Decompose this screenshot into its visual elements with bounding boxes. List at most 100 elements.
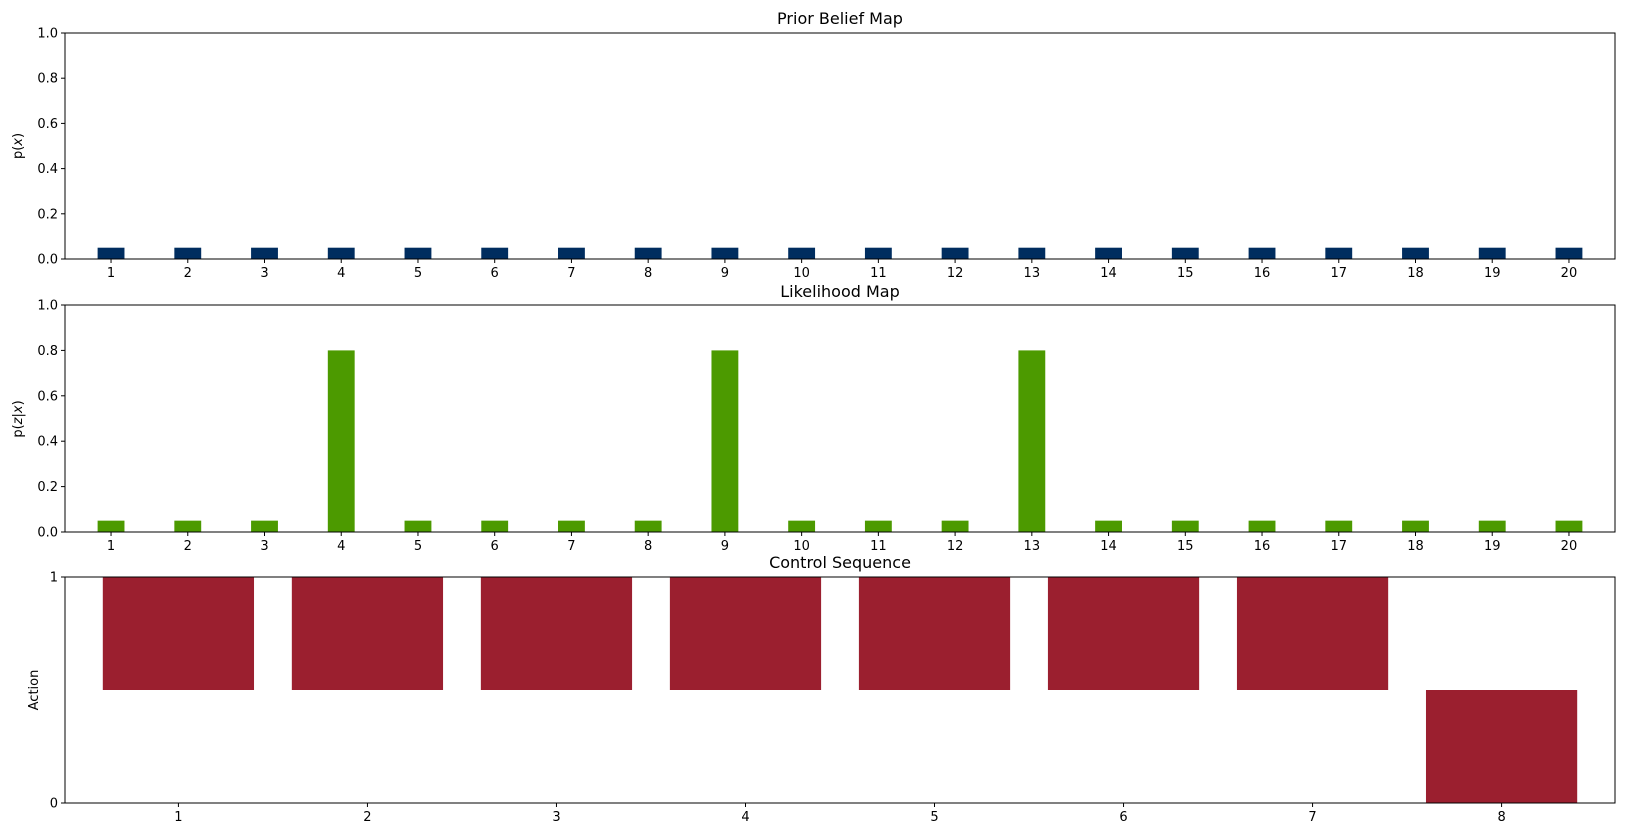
- likelihood-ytick-label-0.6: 0.6: [37, 389, 58, 404]
- likelihood-bar-4: [327, 350, 355, 532]
- likelihood-xtick-label-17: 17: [1330, 539, 1347, 554]
- likelihood-xtick-label-11: 11: [870, 539, 887, 554]
- prior-belief-xtick-label-6: 6: [491, 266, 499, 281]
- prior-belief-xtick-label-7: 7: [567, 266, 575, 281]
- prior-belief-xtick-label-10: 10: [793, 266, 810, 281]
- likelihood-xtick-label-16: 16: [1254, 539, 1271, 554]
- likelihood-xtick-label-6: 6: [491, 539, 499, 554]
- prior-belief-xtick-label-18: 18: [1407, 266, 1424, 281]
- control-sequence-xtick-label-8: 8: [1497, 810, 1505, 825]
- likelihood-xtick-label-1: 1: [107, 539, 115, 554]
- prior-belief-xtick-label-2: 2: [184, 266, 192, 281]
- likelihood-xtick-label-10: 10: [793, 539, 810, 554]
- prior-belief-yticks: 0.0 0.2 0.4 0.6 0.8 1.0: [37, 27, 65, 268]
- prior-belief-bar-6: [481, 247, 509, 259]
- likelihood-xtick-label-5: 5: [414, 539, 422, 554]
- control-sequence-xtick-label-7: 7: [1308, 810, 1316, 825]
- prior-belief-bar-5: [404, 247, 432, 259]
- prior-belief-ytick-label-0.4: 0.4: [37, 162, 58, 177]
- prior-belief-bar-1: [97, 247, 125, 259]
- control-sequence-bar-2: [291, 577, 444, 690]
- prior-belief-ytick-label-1.0: 1.0: [37, 27, 58, 42]
- control-sequence-bars: [102, 577, 1578, 803]
- likelihood-xticks: 1 2 3 4 5 6 7 8 9 10 11 12 13 14 15 16 17 18 19 20: [107, 532, 1577, 554]
- prior-belief-xtick-label-16: 16: [1254, 266, 1271, 281]
- control-sequence-xtick-label-6: 6: [1119, 810, 1127, 825]
- likelihood-ytick-label-0.8: 0.8: [37, 344, 58, 359]
- prior-belief-axes-frame: [64, 32, 1616, 260]
- likelihood-ytick-label-0.4: 0.4: [37, 435, 58, 450]
- prior-belief-bar-15: [1171, 247, 1199, 259]
- likelihood-bar-20: [1555, 520, 1583, 532]
- prior-belief-ytick-label-0.2: 0.2: [37, 207, 58, 222]
- likelihood-bar-9: [711, 350, 739, 532]
- prior-belief-bar-16: [1248, 247, 1276, 259]
- control-sequence-xticks: 1 2 3 4 5 6 7 8: [174, 803, 1506, 825]
- prior-belief-xtick-label-12: 12: [947, 266, 964, 281]
- control-sequence-axes-frame: [64, 576, 1616, 804]
- likelihood-bar-8: [634, 520, 662, 532]
- likelihood-xtick-label-9: 9: [721, 539, 729, 554]
- likelihood-bar-16: [1248, 520, 1276, 532]
- prior-belief-bar-2: [174, 247, 202, 259]
- likelihood-xtick-label-3: 3: [260, 539, 268, 554]
- likelihood-xtick-label-8: 8: [644, 539, 652, 554]
- control-sequence-bar-5: [858, 577, 1011, 690]
- likelihood-bar-3: [251, 520, 278, 532]
- prior-belief-bar-8: [634, 247, 662, 259]
- likelihood-xtick-label-19: 19: [1484, 539, 1501, 554]
- prior-belief-xtick-label-17: 17: [1330, 266, 1347, 281]
- prior-belief-bar-9: [711, 247, 739, 259]
- control-sequence-xtick-label-3: 3: [552, 810, 560, 825]
- likelihood-bar-15: [1171, 520, 1199, 532]
- prior-belief-bar-4: [327, 247, 355, 259]
- prior-belief-bar-18: [1402, 247, 1429, 259]
- control-sequence-bar-1: [102, 577, 255, 690]
- control-sequence-xtick-label-4: 4: [741, 810, 749, 825]
- prior-belief-panel: Prior Belief Map p(x) 1 2 3 4 5 6 7 8 9 10 11 12 13 1…: [11, 9, 1616, 281]
- prior-belief-xtick-label-15: 15: [1177, 266, 1194, 281]
- likelihood-xtick-label-4: 4: [337, 539, 345, 554]
- prior-belief-bar-12: [941, 247, 969, 259]
- likelihood-bar-1: [97, 520, 125, 532]
- control-sequence-bar-6: [1047, 577, 1200, 690]
- likelihood-xtick-label-14: 14: [1100, 539, 1117, 554]
- prior-belief-bar-17: [1325, 247, 1353, 259]
- likelihood-bar-11: [864, 520, 892, 532]
- likelihood-xtick-label-12: 12: [947, 539, 964, 554]
- likelihood-title: Likelihood Map: [780, 282, 900, 301]
- prior-belief-xticks: 1 2 3 4 5 6 7 8 9 10 11 12 13 14 15 16 17 18 19 20: [107, 259, 1577, 281]
- control-sequence-ylabel: Action: [27, 670, 42, 711]
- likelihood-yticks: 0.0 0.2 0.4 0.6 0.8 1.0: [37, 299, 65, 541]
- control-sequence-title: Control Sequence: [769, 553, 911, 572]
- likelihood-bar-7: [558, 520, 585, 532]
- likelihood-xtick-label-7: 7: [567, 539, 575, 554]
- likelihood-xtick-label-15: 15: [1177, 539, 1194, 554]
- prior-belief-bar-20: [1555, 247, 1583, 259]
- prior-belief-bar-10: [788, 247, 816, 259]
- prior-belief-bar-13: [1018, 247, 1046, 259]
- prior-belief-xtick-label-20: 20: [1561, 266, 1578, 281]
- likelihood-panel: Likelihood Map p(z|x) 1 2 3 4 5 6 7 8 9 10 11 12 13 1…: [11, 282, 1616, 554]
- control-sequence-bar-4: [669, 577, 822, 690]
- likelihood-bar-2: [174, 520, 202, 532]
- likelihood-xtick-label-13: 13: [1024, 539, 1041, 554]
- prior-belief-xtick-label-9: 9: [721, 266, 729, 281]
- prior-belief-bar-3: [251, 247, 278, 259]
- prior-belief-bar-11: [864, 247, 892, 259]
- control-sequence-ytick-label-0: 0: [50, 797, 58, 812]
- likelihood-xtick-label-2: 2: [184, 539, 192, 554]
- prior-belief-xtick-label-5: 5: [414, 266, 422, 281]
- prior-belief-bars: [97, 247, 1583, 259]
- prior-belief-xtick-label-19: 19: [1484, 266, 1501, 281]
- likelihood-bar-6: [481, 520, 509, 532]
- prior-belief-ytick-label-0.8: 0.8: [37, 72, 58, 87]
- likelihood-bar-13: [1018, 350, 1046, 532]
- control-sequence-xtick-label-5: 5: [930, 810, 938, 825]
- prior-belief-xtick-label-4: 4: [337, 266, 345, 281]
- likelihood-xtick-label-20: 20: [1561, 539, 1578, 554]
- prior-belief-xtick-label-8: 8: [644, 266, 652, 281]
- likelihood-ytick-label-0.2: 0.2: [37, 480, 58, 495]
- control-sequence-xtick-label-1: 1: [174, 810, 182, 825]
